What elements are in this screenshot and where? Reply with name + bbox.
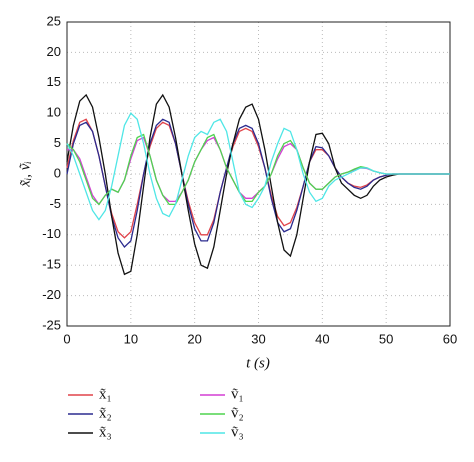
- y-tick-label: 0: [54, 165, 61, 180]
- legend-label: ṽ₃: [231, 424, 244, 440]
- x-tick-label: 60: [443, 331, 457, 346]
- y-tick-label: 20: [47, 44, 61, 59]
- y-tick-label: 10: [47, 105, 61, 120]
- x-tick-label: 10: [124, 331, 138, 346]
- x-axis-label: t (s): [246, 355, 270, 371]
- y-tick-label: 25: [47, 13, 61, 28]
- y-tick-label: 5: [54, 135, 61, 150]
- y-tick-label: -15: [42, 257, 61, 272]
- legend-label: ṽ₂: [231, 405, 244, 421]
- legend-label: x̃₁: [99, 386, 112, 402]
- series-line: [66, 118, 450, 248]
- y-tick-label: -5: [49, 196, 61, 211]
- y-tick-label: -10: [42, 226, 61, 241]
- y-tick-label: -20: [42, 287, 61, 302]
- series-line: [66, 93, 450, 276]
- legend-label: ṽ₁: [231, 386, 244, 402]
- legend-label: x̃₃: [99, 424, 112, 440]
- y-tick-label: -25: [42, 317, 61, 332]
- x-tick-label: 30: [251, 331, 265, 346]
- legend-label: x̃₂: [99, 405, 112, 421]
- x-tick-label: 20: [187, 331, 201, 346]
- x-tick-label: 50: [379, 331, 393, 346]
- x-tick-label: 0: [63, 331, 70, 346]
- y-axis-label: x̃ᵢ, ṽᵢ: [17, 161, 33, 188]
- series-line: [66, 112, 450, 221]
- x-tick-label: 40: [315, 331, 329, 346]
- y-tick-label: 15: [47, 74, 61, 89]
